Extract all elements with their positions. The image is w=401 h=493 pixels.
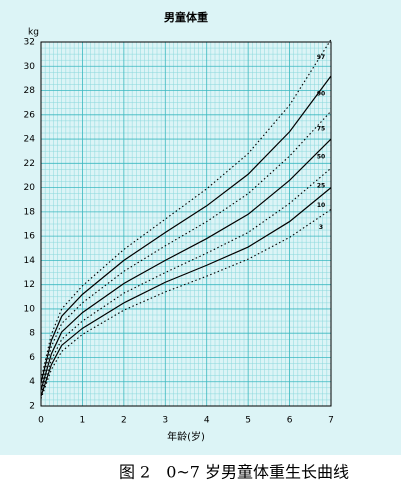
y-tick-label: 26	[24, 110, 36, 120]
y-tick-label: 4	[29, 377, 35, 387]
growth-curve	[40, 75, 332, 384]
y-tick-label: 28	[24, 86, 36, 96]
y-tick-label: 2	[29, 402, 35, 412]
caption: 图 2 0~7 岁男童体重生长曲线	[119, 463, 349, 482]
chart-background	[0, 0, 401, 455]
y-tick-label: 24	[24, 135, 36, 145]
y-tick-label: 20	[24, 183, 36, 193]
series-label: 75	[317, 126, 325, 133]
y-tick-label: 8	[29, 329, 35, 339]
series-label: 25	[317, 183, 325, 190]
growth-curve	[40, 39, 332, 380]
chart-title: 男童体重	[164, 10, 208, 24]
x-tick-label: 3	[162, 416, 168, 426]
series-label: 97	[317, 54, 325, 61]
y-tick-label: 18	[24, 207, 36, 217]
y-tick-label: 10	[24, 304, 36, 314]
growth-curve	[40, 138, 332, 391]
series-label: 90	[317, 90, 325, 97]
x-tick-label: 7	[328, 416, 334, 426]
y-tick-label: 12	[24, 280, 35, 290]
series-label: 3	[319, 224, 323, 231]
y-axis-label: kg	[28, 28, 39, 38]
y-tick-label: 30	[24, 62, 36, 72]
x-tick-label: 5	[245, 416, 251, 426]
series-label: 10	[317, 202, 325, 209]
y-tick-label: 16	[24, 232, 36, 242]
x-tick-label: 1	[80, 416, 86, 426]
y-tick-label: 22	[24, 159, 35, 169]
x-tick-label: 0	[38, 416, 44, 426]
growth-curve	[40, 187, 332, 397]
growth-curve	[40, 110, 332, 387]
x-tick-label: 6	[287, 416, 293, 426]
y-tick-label: 32	[24, 38, 35, 48]
plot-frame	[40, 41, 332, 407]
x-tick-label: 2	[121, 416, 127, 426]
x-tick-label: 4	[204, 416, 210, 426]
x-axis-label: 年龄(岁)	[167, 430, 205, 443]
growth-curve	[40, 208, 332, 399]
y-tick-label: 14	[24, 256, 36, 266]
series-label: 50	[317, 154, 325, 161]
y-tick-label: 6	[29, 353, 35, 363]
